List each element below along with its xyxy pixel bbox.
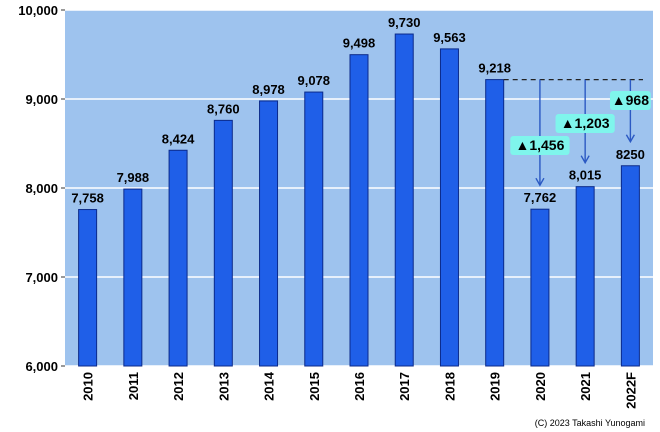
bar-2020 [530, 208, 550, 367]
bar-2016 [349, 54, 369, 367]
bar-2014 [259, 100, 279, 367]
data-label: 9,563 [433, 30, 466, 45]
arrow-head-icon [625, 134, 635, 144]
x-tick-label: 2017 [397, 372, 412, 401]
bar-2019 [485, 79, 505, 367]
y-tick-label: 6,000 [25, 359, 58, 374]
drop-label: ▲968 [612, 92, 649, 108]
x-tick-label: 2012 [171, 372, 186, 401]
bar-2010 [78, 209, 98, 367]
x-tick-label: 2022F [623, 372, 638, 409]
drop-label-highlight [510, 136, 570, 155]
data-label: 9,078 [297, 73, 330, 88]
x-tick-label: 2019 [488, 372, 503, 401]
bar-2017 [394, 33, 414, 367]
x-tick-label: 2020 [533, 372, 548, 401]
bar-2011 [123, 188, 143, 367]
data-label: 8,015 [569, 168, 602, 183]
drop-label-highlight [609, 91, 651, 110]
bars [78, 33, 640, 367]
data-label: 9,218 [478, 61, 511, 76]
drop-label-highlight [555, 114, 615, 133]
data-label: 7,762 [524, 190, 557, 205]
x-tick-label: 2014 [262, 371, 277, 401]
bar-2013 [213, 119, 233, 367]
arrow-head-icon [580, 155, 590, 165]
y-axis-ticks: 6,000 7,000 8,000 9,000 10,000 [18, 3, 65, 374]
data-label: 8250 [616, 147, 645, 162]
data-label: 8,424 [162, 131, 195, 146]
data-label: 7,988 [117, 170, 150, 185]
data-label: 8,978 [252, 82, 285, 97]
copyright-text: (C) 2023 Takashi Yunogami [535, 418, 645, 428]
arrow-head-icon [535, 177, 545, 187]
y-tick-label: 8,000 [25, 181, 58, 196]
bar-2015 [304, 91, 324, 367]
y-tick-label: 10,000 [18, 3, 58, 18]
data-label: 7,758 [71, 191, 104, 206]
bar-2021 [575, 186, 595, 367]
y-tick-label: 7,000 [25, 270, 58, 285]
x-tick-label: 2013 [216, 372, 231, 401]
y-tick-label: 9,000 [25, 92, 58, 107]
x-axis-ticks: 2010 2011 2012 2013 2014 2015 2016 2017 2018 2019… [81, 371, 639, 409]
data-label: 8,760 [207, 101, 240, 116]
data-label: 9,498 [343, 36, 376, 51]
drop-annotations: ▲1,456 ▲1,203▲968 [503, 78, 651, 187]
x-tick-label: 2018 [442, 372, 457, 401]
x-tick-label: 2011 [126, 372, 141, 400]
x-tick-label: 2015 [307, 372, 322, 401]
bar-2012 [168, 149, 188, 367]
bar-2018 [439, 48, 459, 367]
x-tick-label: 2016 [352, 372, 367, 401]
x-tick-label: 2010 [81, 372, 96, 401]
data-label: 9,730 [388, 15, 421, 30]
drop-label: ▲1,203 [561, 115, 610, 131]
bar-2022F [620, 165, 640, 367]
drop-label: ▲1,456 [515, 137, 564, 153]
x-tick-label: 2021 [578, 372, 593, 401]
data-labels: 7,758 7,988 8,424 8,760 8,978 9,078 9,498 9,730… [71, 15, 645, 206]
